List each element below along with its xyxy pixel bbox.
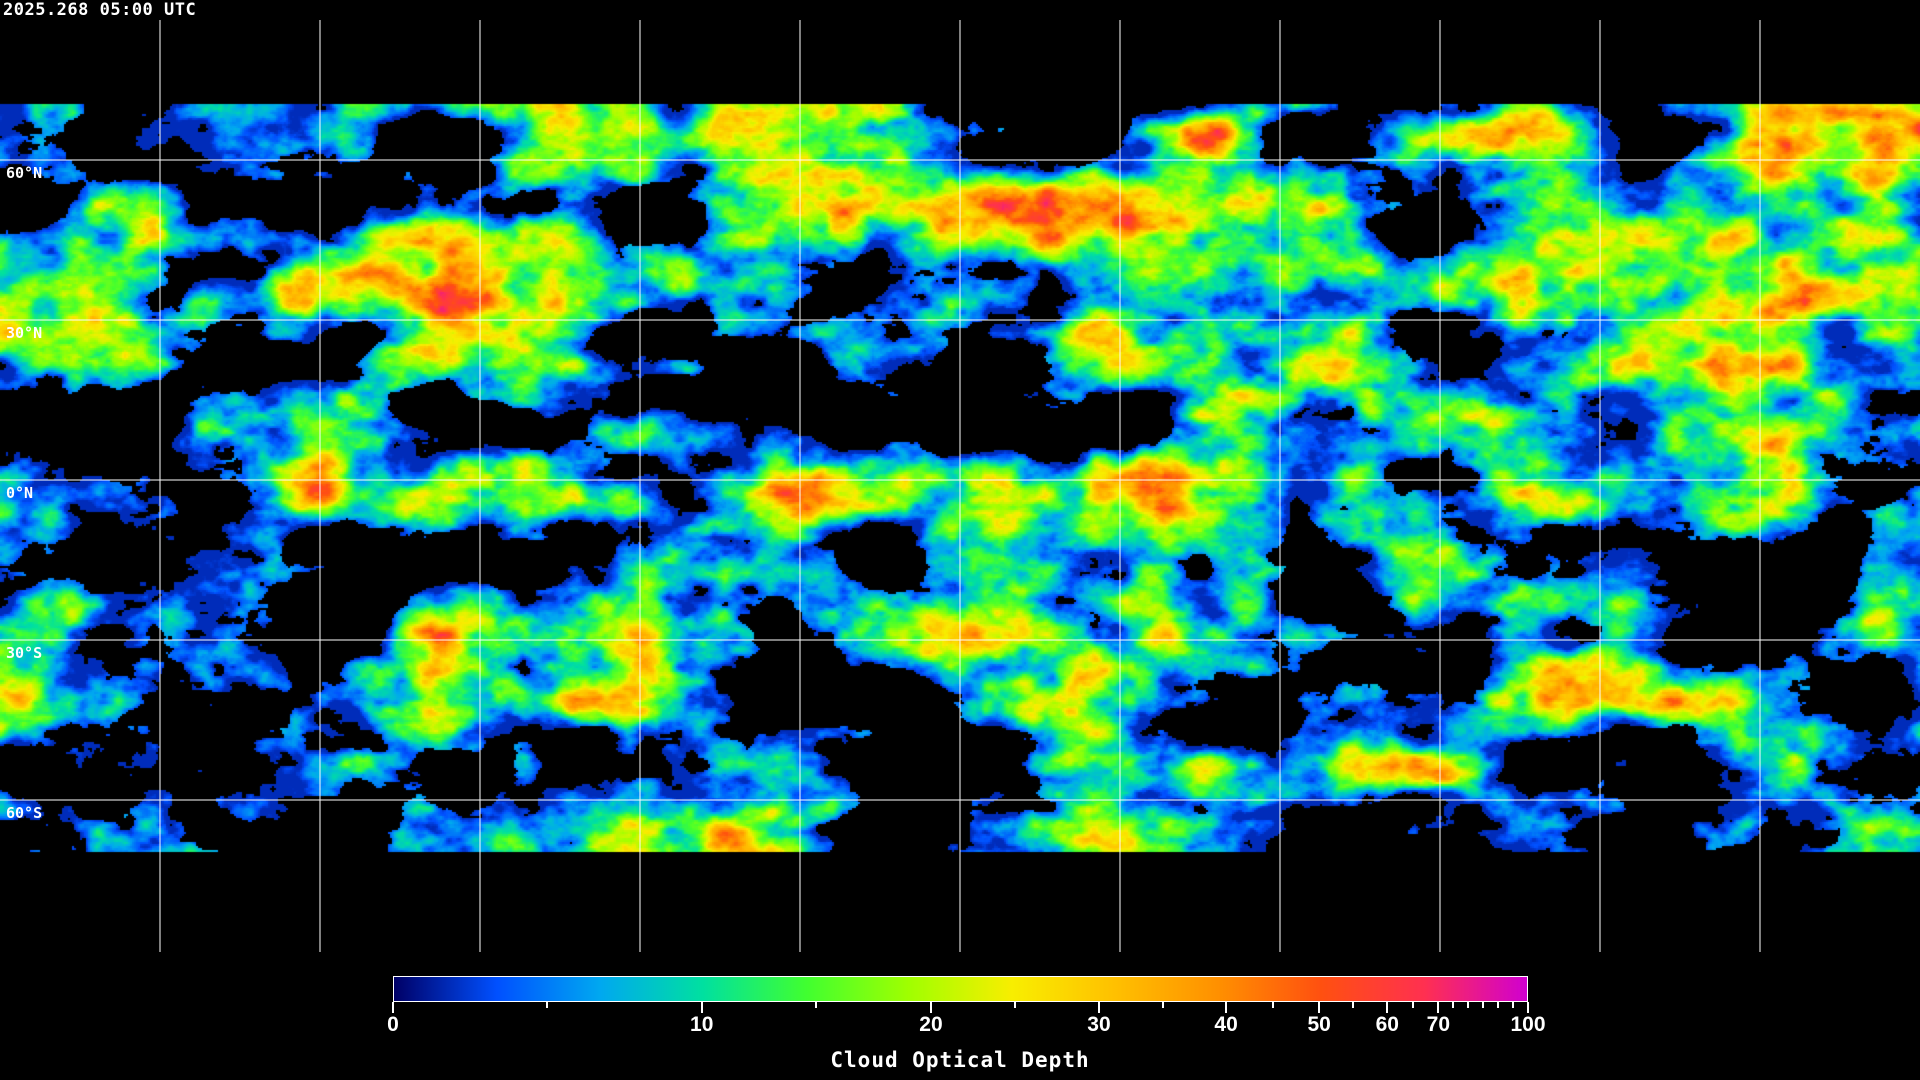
colorbar-tick-label: 70 xyxy=(1426,1013,1451,1036)
colorbar-minor-tick xyxy=(1452,1002,1455,1008)
colorbar-major-tick xyxy=(929,1002,932,1013)
colorbar-major-tick xyxy=(1386,1002,1389,1013)
colorbar-minor-tick xyxy=(1352,1002,1355,1008)
colorbar-minor-tick xyxy=(1467,1002,1470,1008)
colorbar-major-tick xyxy=(1318,1002,1321,1013)
lat-label-30s: 30°S xyxy=(6,644,43,662)
cloud-optical-depth-map: 2025.268 05:00 UTC 60°N 30°N 0°N 30°S 60… xyxy=(0,0,1920,960)
colorbar-tick-label: 0 xyxy=(387,1013,399,1036)
colorbar-minor-tick xyxy=(1512,1002,1515,1008)
colorbar-tick-label: 30 xyxy=(1087,1013,1111,1036)
colorbar-tick-label: 20 xyxy=(919,1013,943,1036)
timestamp-title: 2025.268 05:00 UTC xyxy=(3,0,197,20)
colorbar-major-tick xyxy=(1437,1002,1440,1013)
colorbar-major-tick xyxy=(700,1002,703,1013)
colorbar-tick-label: 50 xyxy=(1307,1013,1331,1036)
colorbar-major-tick xyxy=(1527,1002,1529,1013)
colorbar-minor-tick xyxy=(815,1002,818,1008)
colorbar-major-tick xyxy=(392,1002,394,1013)
colorbar-tick-label: 10 xyxy=(690,1013,714,1036)
lat-label-60n: 60°N xyxy=(6,164,43,182)
colorbar-tick-label: 60 xyxy=(1375,1013,1399,1036)
colorbar-label: Cloud Optical Depth xyxy=(830,1048,1090,1072)
colorbar-minor-tick xyxy=(1497,1002,1500,1008)
colorbar-minor-tick xyxy=(1411,1002,1414,1008)
lat-label-0n: 0°N xyxy=(6,484,34,502)
colorbar-minor-tick xyxy=(546,1002,549,1008)
colorbar-tick-label: 40 xyxy=(1214,1013,1238,1036)
colorbar-minor-tick xyxy=(1271,1002,1274,1008)
colorbar-ticks: 0 10 20 30 40 50 60 70 100 xyxy=(387,1002,1546,1042)
lat-label-30n: 30°N xyxy=(6,324,43,342)
colorbar xyxy=(393,976,1528,1002)
colorbar-major-tick xyxy=(1225,1002,1228,1013)
colorbar-minor-tick xyxy=(1482,1002,1485,1008)
lat-lon-grid xyxy=(0,20,1920,952)
colorbar-tick-label: 100 xyxy=(1510,1013,1546,1036)
lat-label-60s: 60°S xyxy=(6,804,43,822)
colorbar-minor-tick xyxy=(1013,1002,1016,1008)
colorbar-major-tick xyxy=(1097,1002,1100,1013)
colorbar-minor-tick xyxy=(1161,1002,1164,1008)
